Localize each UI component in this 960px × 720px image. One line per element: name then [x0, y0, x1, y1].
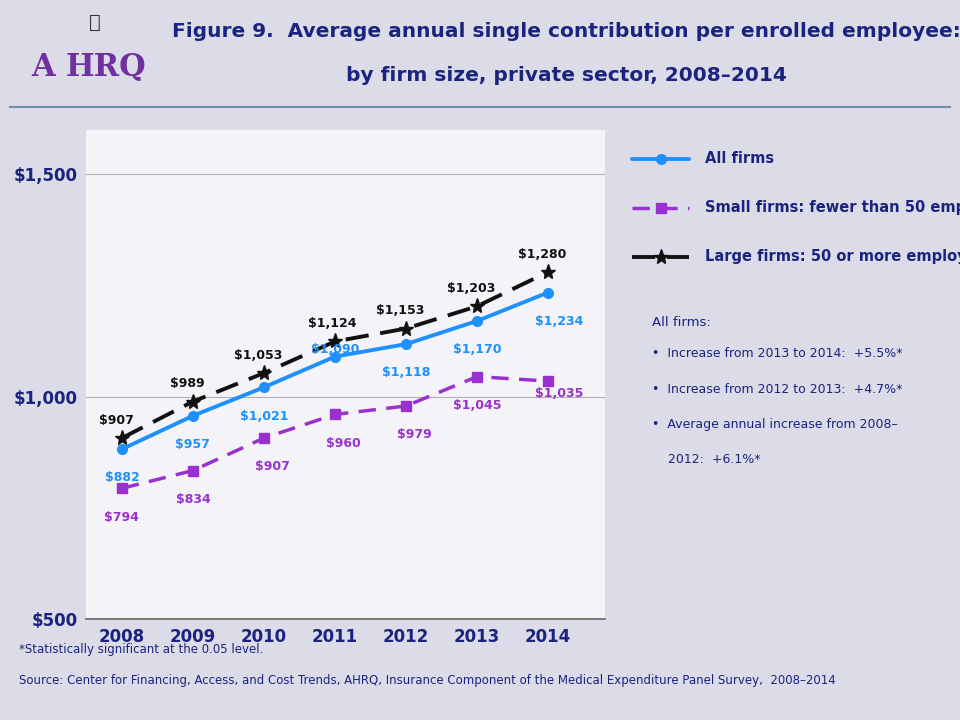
Text: •  Average annual increase from 2008–: • Average annual increase from 2008–	[653, 418, 898, 431]
Text: by firm size, private sector, 2008–2014: by firm size, private sector, 2008–2014	[346, 66, 787, 85]
Text: Figure 9.  Average annual single contribution per enrolled employee:: Figure 9. Average annual single contribu…	[172, 22, 960, 41]
Text: $1,045: $1,045	[453, 399, 501, 412]
Text: $957: $957	[176, 438, 210, 451]
Text: $960: $960	[325, 437, 361, 450]
Text: 🦅: 🦅	[89, 12, 101, 32]
Text: $907: $907	[99, 414, 133, 427]
Text: $834: $834	[176, 492, 210, 505]
Text: HRQ: HRQ	[65, 53, 146, 84]
Text: $907: $907	[254, 460, 290, 473]
Text: All firms: All firms	[706, 151, 775, 166]
Text: $1,153: $1,153	[376, 305, 424, 318]
Text: •  Increase from 2012 to 2013:  +4.7%*: • Increase from 2012 to 2013: +4.7%*	[653, 383, 902, 396]
Text: Small firms: fewer than 50 employees: Small firms: fewer than 50 employees	[706, 200, 960, 215]
Text: 2012:  +6.1%*: 2012: +6.1%*	[653, 453, 761, 467]
Text: $1,203: $1,203	[447, 282, 495, 295]
Text: $1,021: $1,021	[240, 410, 288, 423]
Text: •  Increase from 2013 to 2014:  +5.5%*: • Increase from 2013 to 2014: +5.5%*	[653, 348, 902, 361]
Text: $1,035: $1,035	[535, 387, 584, 400]
Text: All firms:: All firms:	[653, 315, 711, 328]
Text: $1,234: $1,234	[535, 315, 584, 328]
Text: $1,053: $1,053	[234, 349, 282, 362]
Text: $989: $989	[170, 377, 204, 390]
Text: $1,118: $1,118	[382, 366, 430, 379]
Text: $979: $979	[396, 428, 432, 441]
Text: $1,090: $1,090	[311, 343, 359, 356]
Text: Source: Center for Financing, Access, and Cost Trends, AHRQ, Insurance Component: Source: Center for Financing, Access, an…	[19, 675, 836, 688]
Text: $882: $882	[105, 472, 139, 485]
Text: $794: $794	[105, 510, 139, 523]
Text: $1,170: $1,170	[453, 343, 501, 356]
Text: $1,280: $1,280	[518, 248, 566, 261]
Text: $1,124: $1,124	[308, 318, 356, 330]
Text: *Statistically significant at the 0.05 level.: *Statistically significant at the 0.05 l…	[19, 643, 264, 656]
Text: A: A	[31, 53, 55, 84]
Text: Large firms: 50 or more employees: Large firms: 50 or more employees	[706, 249, 960, 264]
